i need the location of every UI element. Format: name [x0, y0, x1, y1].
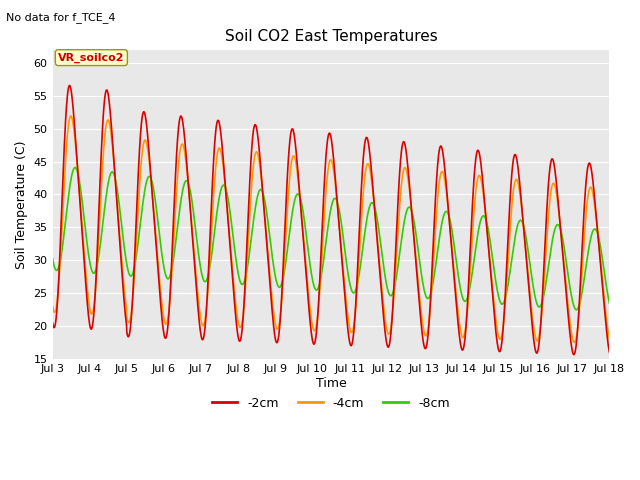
- Text: VR_soilco2: VR_soilco2: [58, 52, 125, 63]
- Y-axis label: Soil Temperature (C): Soil Temperature (C): [15, 140, 28, 269]
- Text: No data for f_TCE_4: No data for f_TCE_4: [6, 12, 116, 23]
- Title: Soil CO2 East Temperatures: Soil CO2 East Temperatures: [225, 29, 437, 44]
- Legend: -2cm, -4cm, -8cm: -2cm, -4cm, -8cm: [207, 392, 454, 415]
- X-axis label: Time: Time: [316, 377, 346, 390]
